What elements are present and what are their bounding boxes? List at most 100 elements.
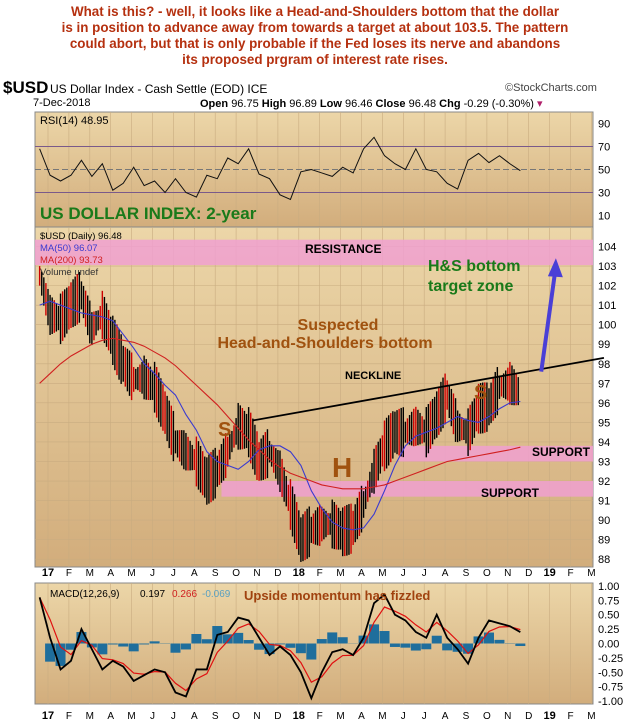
price-chart-title: US DOLLAR INDEX: 2-year — [40, 204, 257, 223]
macd-histogram-bar — [128, 643, 139, 652]
macd-histogram-bar — [201, 639, 212, 644]
macd-histogram-bar — [243, 640, 254, 644]
x-axis-label: J — [401, 711, 406, 722]
macd-tick-label: 0.00 — [598, 639, 619, 651]
x-axis-label: M — [587, 568, 595, 579]
macd-histogram-bar — [274, 643, 285, 645]
x-axis-label: F — [567, 568, 573, 579]
target-label-line1: H&S bottom — [428, 258, 520, 275]
x-axis-label: 17 — [42, 567, 54, 579]
x-axis-label: 18 — [293, 567, 305, 579]
right-shoulder-label: S — [474, 382, 487, 404]
price-tick-label: 100 — [598, 320, 616, 332]
change-label: Chg — [439, 98, 461, 110]
left-shoulder-label: S — [218, 419, 231, 441]
low-label: Low — [319, 98, 342, 110]
resistance-label: RESISTANCE — [305, 242, 381, 256]
ma50-line — [39, 300, 521, 531]
price-tick-label: 89 — [598, 535, 610, 547]
x-axis-label: J — [150, 711, 155, 722]
x-axis-label: M — [86, 711, 94, 722]
head-label: H — [332, 452, 352, 483]
rsi-line — [39, 136, 521, 201]
macd-histogram-bar — [264, 643, 275, 655]
macd-tick-label: -0.25 — [598, 653, 623, 665]
macd-histogram-bar — [463, 643, 474, 654]
macd-histogram-bar — [118, 643, 129, 647]
instrument-name: US Dollar Index - Cash Settle (EOD) ICE — [50, 82, 268, 96]
macd-histogram-bar — [358, 635, 369, 644]
macd-histogram-bar — [97, 643, 108, 655]
macd-tick-label: 1.00 — [598, 581, 619, 593]
macd-histogram-bar — [421, 643, 432, 650]
open-label: Open — [200, 98, 229, 110]
close-value: 96.48 — [408, 98, 437, 110]
rsi-tick-label: 70 — [598, 142, 610, 154]
macd-histogram-bar — [316, 639, 327, 644]
x-axis-label: F — [317, 568, 323, 579]
legend-entry: MA(50) 96.07 — [40, 243, 98, 254]
x-axis-label: A — [107, 568, 114, 579]
price-tick-label: 94 — [598, 437, 610, 449]
price-tick-label: 103 — [598, 261, 616, 273]
macd-histogram-bar — [431, 635, 442, 644]
x-axis-label: J — [171, 568, 176, 579]
price-tick-label: 90 — [598, 515, 610, 527]
x-axis-label: F — [567, 711, 573, 722]
price-tick-label: 96 — [598, 398, 610, 410]
price-tick-label: 98 — [598, 359, 610, 371]
x-axis-label: S — [463, 711, 470, 722]
x-axis-label: O — [483, 568, 491, 579]
macd-histogram-bar — [389, 643, 400, 647]
high-value: 96.89 — [289, 98, 317, 110]
target-arrow-shaft — [539, 265, 558, 372]
legend-entry: Volume undef — [40, 267, 98, 278]
x-axis-label: D — [525, 568, 532, 579]
macd-title: MACD(12,26,9) — [50, 589, 119, 600]
macd-histogram-bar — [65, 643, 76, 650]
x-axis-label: S — [212, 711, 219, 722]
source-link[interactable]: ©StockCharts.com — [505, 82, 597, 94]
open-value: 96.75 — [231, 98, 259, 110]
price-tick-label: 104 — [598, 242, 616, 254]
x-axis-label: J — [422, 568, 427, 579]
macd-tick-label: 0.75 — [598, 595, 619, 607]
macd-histogram-bar — [149, 641, 160, 644]
commentary-line: could abort, but that is only probable i… — [69, 36, 561, 51]
commentary-line: What is this? - well, it looks like a He… — [70, 4, 560, 19]
x-axis-label: J — [401, 568, 406, 579]
macd-histogram-bar — [483, 632, 494, 644]
rsi-tick-label: 50 — [598, 165, 610, 177]
x-axis-label: M — [127, 711, 135, 722]
macd-histogram-bar — [369, 624, 380, 644]
macd-histogram-bar — [222, 634, 233, 644]
x-axis-label: A — [442, 568, 449, 579]
price-tick-label: 92 — [598, 476, 610, 488]
price-tick-label: 91 — [598, 496, 610, 508]
macd-line — [38, 593, 521, 701]
rsi-title: RSI(14) 48.95 — [40, 115, 108, 127]
date: 7-Dec-2018 — [33, 97, 91, 109]
commentary: What is this? - well, it looks like a He… — [0, 4, 630, 68]
macd-histogram-bar — [379, 631, 390, 644]
pattern-label-line2: Head-and-Shoulders bottom — [217, 335, 432, 352]
price-tick-label: 88 — [598, 554, 610, 566]
support-upper-label: SUPPORT — [532, 445, 591, 459]
support-band-upper — [399, 445, 593, 462]
macd-histogram-value: -0.069 — [202, 589, 231, 600]
macd-histogram-bar — [442, 643, 453, 651]
low-value: 96.46 — [344, 98, 373, 110]
macd-histogram-bar — [76, 632, 87, 644]
macd-histogram-bar — [494, 639, 505, 644]
ma200-line — [39, 337, 521, 490]
x-axis-label: S — [463, 568, 470, 579]
x-axis-label: O — [232, 711, 240, 722]
x-axis-label: 17 — [42, 710, 54, 722]
macd-tick-label: -1.00 — [598, 696, 623, 708]
macd-histogram-bar — [400, 643, 411, 648]
target-label-line2: target zone — [428, 278, 513, 295]
x-axis-label: A — [191, 568, 198, 579]
x-axis-label: A — [358, 711, 365, 722]
symbol: $USD — [3, 78, 49, 97]
